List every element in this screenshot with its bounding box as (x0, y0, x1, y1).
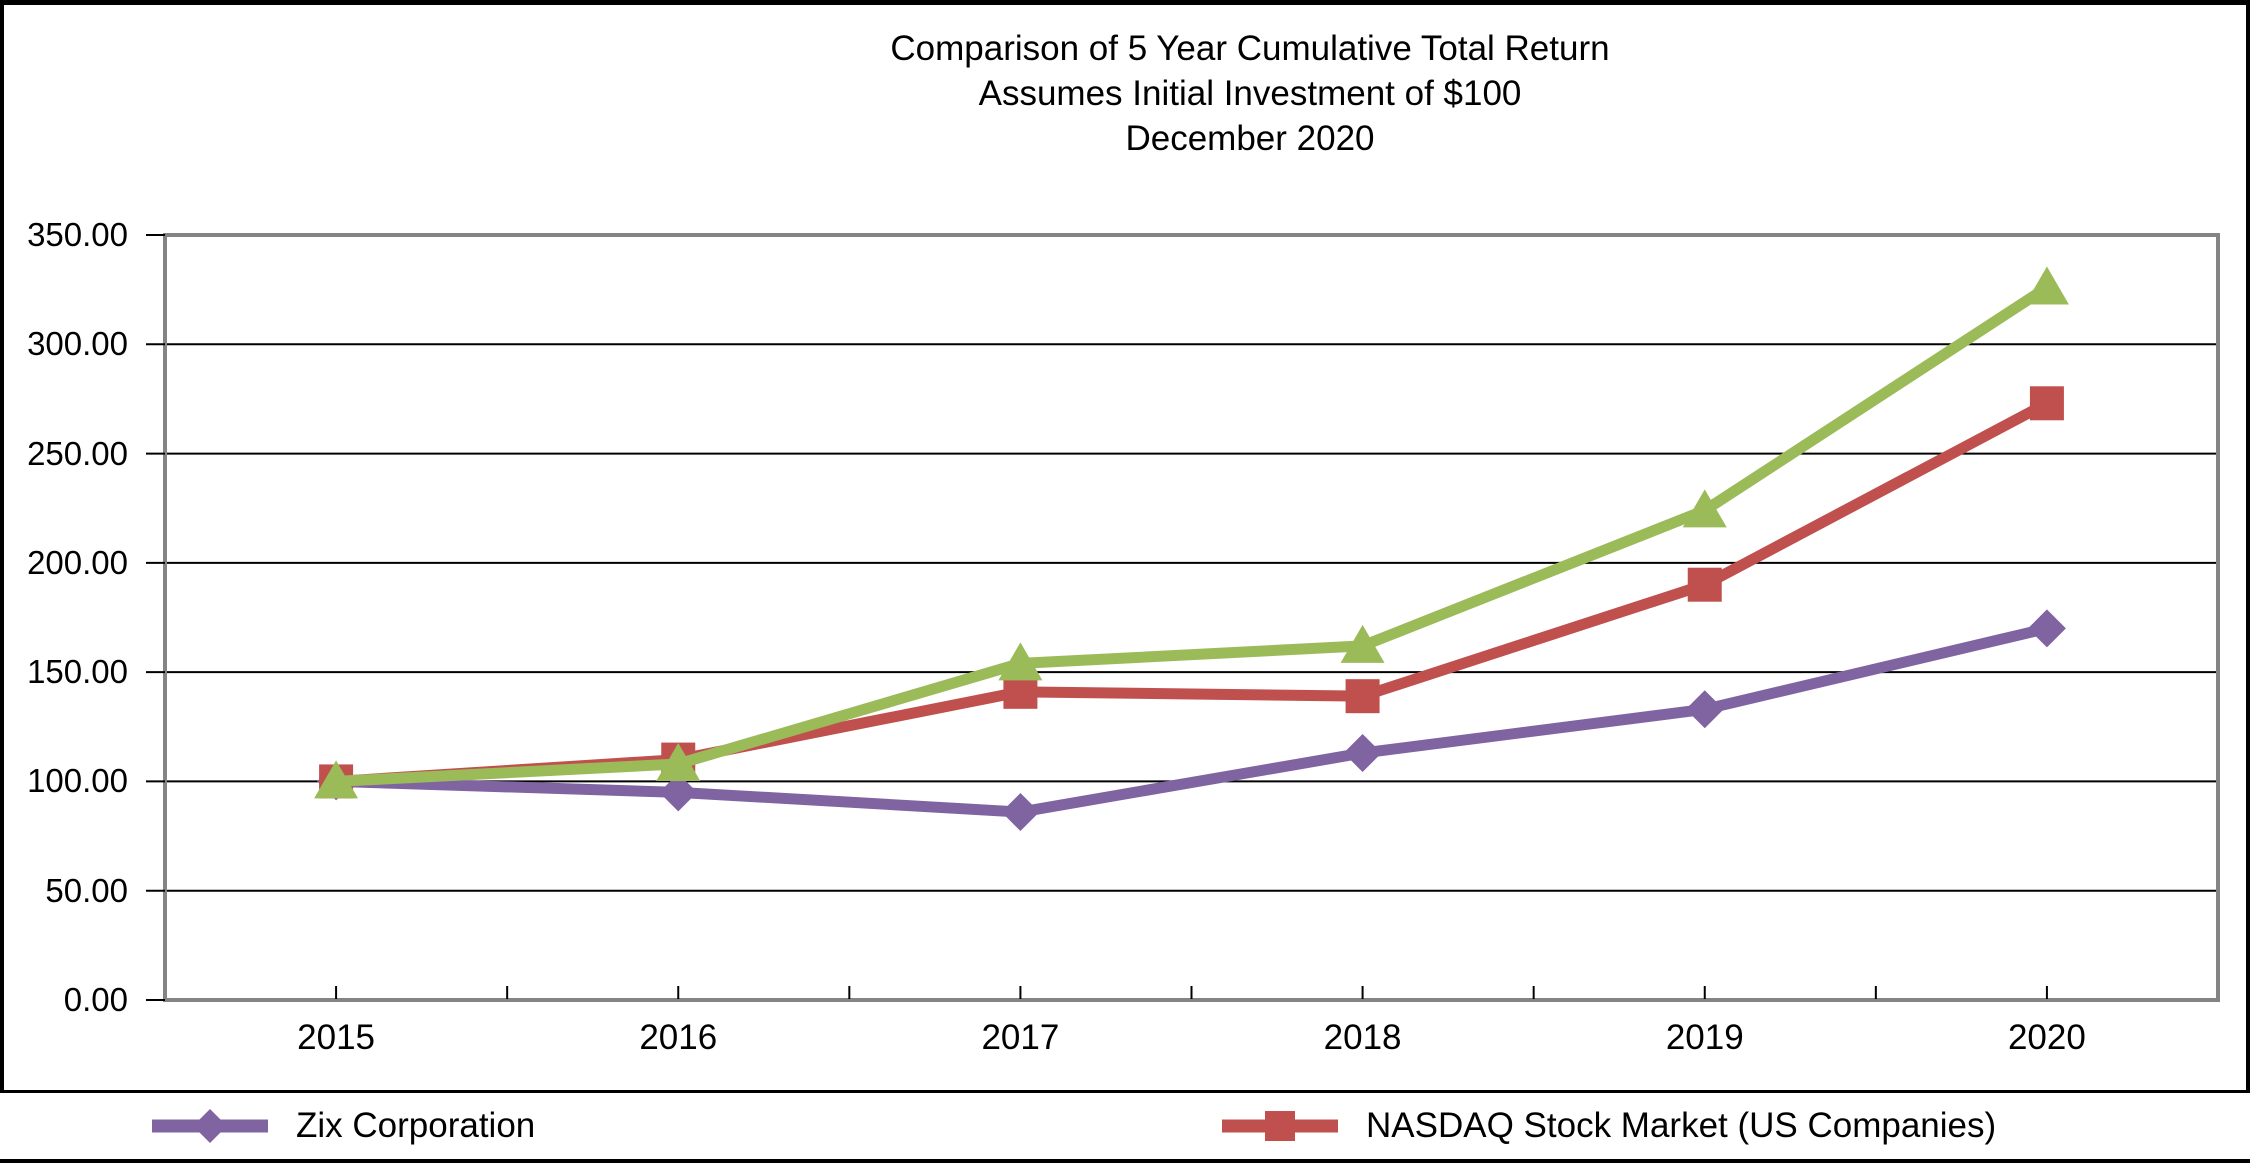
y-axis-ticks (146, 234, 165, 1001)
y-tick-label: 150.00 (27, 653, 128, 691)
plot-border (163, 233, 2220, 1002)
zix-line-diamond-marker-icon (152, 1109, 268, 1143)
x-tick-label: 2017 (981, 1018, 1060, 1057)
legend-label-zix: Zix Corporation (296, 1106, 536, 1145)
x-tick-label: 2015 (297, 1018, 376, 1057)
gridlines (167, 343, 2216, 892)
legend: Zix Corporation NASDAQ Stock Market (US … (0, 1090, 2250, 1163)
chart-title-line-1: Comparison of 5 Year Cumulative Total Re… (890, 29, 1610, 68)
x-axis-ticks (335, 986, 2048, 999)
y-tick-label: 0.00 (63, 981, 128, 1018)
chart-title-line-3: December 2020 (1125, 119, 1375, 158)
chart-outer-border-top (0, 0, 2250, 5)
chart-outer-border-right (2246, 0, 2250, 1163)
y-tick-label: 50.00 (45, 871, 128, 909)
nasdaq-line-square-marker-icon (1222, 1111, 1338, 1141)
legend-item-nasdaq: NASDAQ Stock Market (US Companies) (1218, 1093, 1996, 1159)
chart-outer-border-left (0, 0, 4, 1163)
y-tick-label: 200.00 (27, 543, 128, 581)
series-green-triangle-series (314, 266, 2069, 799)
chart-title: Comparison of 5 Year Cumulative Total Re… (250, 26, 2250, 161)
x-tick-label: 2016 (639, 1018, 718, 1057)
y-tick-label: 250.00 (27, 434, 128, 472)
legend-item-zix: Zix Corporation (148, 1093, 535, 1159)
chart-title-line-2: Assumes Initial Investment of $100 (978, 74, 1522, 113)
x-tick-label: 2018 (1323, 1018, 1402, 1057)
x-tick-label: 2019 (1665, 1018, 1744, 1057)
x-tick-label: 2020 (2007, 1018, 2086, 1057)
y-tick-label: 350.00 (27, 216, 128, 253)
y-tick-label: 100.00 (27, 762, 128, 800)
series-zix (317, 609, 2066, 832)
y-tick-label: 300.00 (27, 325, 128, 363)
legend-label-nasdaq: NASDAQ Stock Market (US Companies) (1366, 1106, 1997, 1145)
